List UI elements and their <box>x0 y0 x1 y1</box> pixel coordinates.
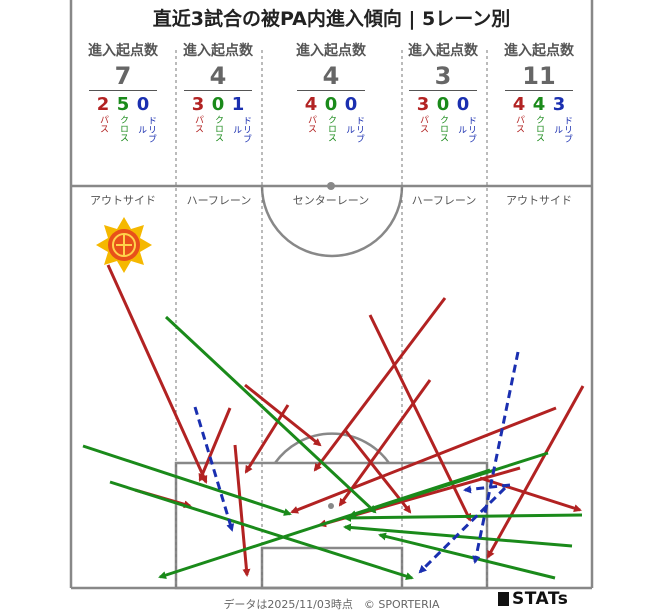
cross-count: 0 <box>211 94 225 115</box>
pass-type-label: パス <box>98 115 108 133</box>
dribble-count: 0 <box>344 94 358 115</box>
pass-count: 3 <box>191 94 205 115</box>
pass-arrow <box>244 383 322 447</box>
divider <box>505 90 573 91</box>
penalty-spot <box>328 503 334 509</box>
stats-logo: STATs <box>498 589 568 609</box>
cross-arrow <box>343 523 573 548</box>
dribble-type-label: ドリブル <box>136 116 156 143</box>
lane-name-halfspace-right: ハーフレーン <box>411 194 477 207</box>
lane-total: 4 <box>209 62 227 90</box>
logo-mark-icon <box>498 592 509 606</box>
lane-total: 7 <box>114 62 132 90</box>
dribble-count: 3 <box>552 94 566 115</box>
stat-label: 進入起点数 <box>408 43 478 59</box>
divider <box>184 90 252 91</box>
divider <box>89 90 157 91</box>
cross-count: 0 <box>324 94 338 115</box>
cross-type-label: クロス <box>438 115 448 142</box>
lane-total: 3 <box>434 62 452 90</box>
brand-text: STATs <box>512 589 569 609</box>
team-crest-icon <box>96 217 152 273</box>
dribble-count: 1 <box>231 94 245 115</box>
pass-count: 4 <box>304 94 318 115</box>
center-spot <box>327 182 335 190</box>
dribble-type-label: ドリブル <box>552 116 572 143</box>
pass-arrows <box>106 264 585 577</box>
cross-count: 4 <box>532 94 546 115</box>
pass-arrow <box>479 476 582 512</box>
data-source-footer: データは2025/11/03時点 © SPORTERIA <box>223 598 440 611</box>
cross-type-label: クロス <box>326 115 336 142</box>
pass-count: 2 <box>96 94 110 115</box>
center-circle <box>260 185 404 258</box>
lane-stats-halfspace-left: 進入起点数 4 3 パス 0 クロス 1 ドリブル <box>180 40 256 143</box>
pass-arrow <box>233 444 251 577</box>
stat-label: 進入起点数 <box>88 43 158 59</box>
lane-name-outside-left: アウトサイド <box>90 194 156 207</box>
lane-total: 4 <box>322 62 340 90</box>
chart-title: 直近3試合の被PA内進入傾向 | 5レーン別 <box>152 8 511 30</box>
penalty-area <box>174 461 489 590</box>
cross-type-label: クロス <box>118 115 128 142</box>
pass-type-label: パス <box>306 115 316 133</box>
penalty-arc <box>273 432 391 464</box>
pass-count: 4 <box>512 94 526 115</box>
pass-type-label: パス <box>514 115 524 133</box>
cross-arrow <box>378 532 556 580</box>
cross-count: 0 <box>436 94 450 115</box>
dribble-arrows <box>193 351 520 574</box>
cross-count: 5 <box>116 94 130 115</box>
divider <box>409 90 477 91</box>
lane-name-center: センターレーン <box>292 194 370 207</box>
lane-name-outside-right: アウトサイド <box>506 194 572 207</box>
dribble-arrow <box>193 406 235 532</box>
dribble-count: 0 <box>136 94 150 115</box>
cross-type-label: クロス <box>213 115 223 142</box>
lane-name-halfspace-left: ハーフレーン <box>186 194 252 207</box>
dribble-type-label: ドリブル <box>456 116 476 143</box>
pass-arrow <box>290 406 557 514</box>
cross-arrow <box>164 315 377 514</box>
dribble-type-label: ドリブル <box>344 116 364 143</box>
cross-arrow <box>109 480 414 580</box>
pass-arrow <box>313 297 447 472</box>
stat-label: 進入起点数 <box>183 43 253 59</box>
dribble-arrow <box>463 483 511 494</box>
cross-type-label: クロス <box>534 115 544 142</box>
dribble-arrow <box>472 351 520 564</box>
pass-arrow <box>338 379 432 507</box>
cross-arrows <box>82 315 583 580</box>
lane-stats-halfspace-right: 進入起点数 3 3 パス 0 クロス 0 ドリブル <box>405 40 481 143</box>
lane-stats-outside-right: 進入起点数 11 4 パス 4 クロス 3 ドリブル <box>501 40 577 143</box>
pass-arrow <box>198 407 232 482</box>
pass-type-label: パス <box>193 115 203 133</box>
pitch-lines <box>69 0 594 590</box>
pass-arrow <box>486 385 585 559</box>
pass-arrow <box>244 404 290 474</box>
pass-arrow <box>106 264 208 484</box>
pass-type-label: パス <box>418 115 428 133</box>
lane-total: 11 <box>522 62 556 90</box>
dribble-count: 0 <box>456 94 470 115</box>
dribble-type-label: ドリブル <box>231 116 251 143</box>
lane-stats-outside-left: 進入起点数 7 2 パス 5 クロス 0 ドリブル <box>85 40 161 143</box>
stat-label: 進入起点数 <box>504 43 574 59</box>
dribble-arrow <box>418 486 507 574</box>
pass-count: 3 <box>416 94 430 115</box>
pass-arrow <box>368 314 472 522</box>
divider <box>297 90 365 91</box>
lane-stats-center: 進入起点数 4 4 パス 0 クロス 0 ドリブル <box>293 40 369 143</box>
stat-label: 進入起点数 <box>296 43 366 59</box>
cross-arrow <box>343 513 583 522</box>
cross-arrow <box>158 468 491 579</box>
cross-arrow <box>82 444 292 516</box>
